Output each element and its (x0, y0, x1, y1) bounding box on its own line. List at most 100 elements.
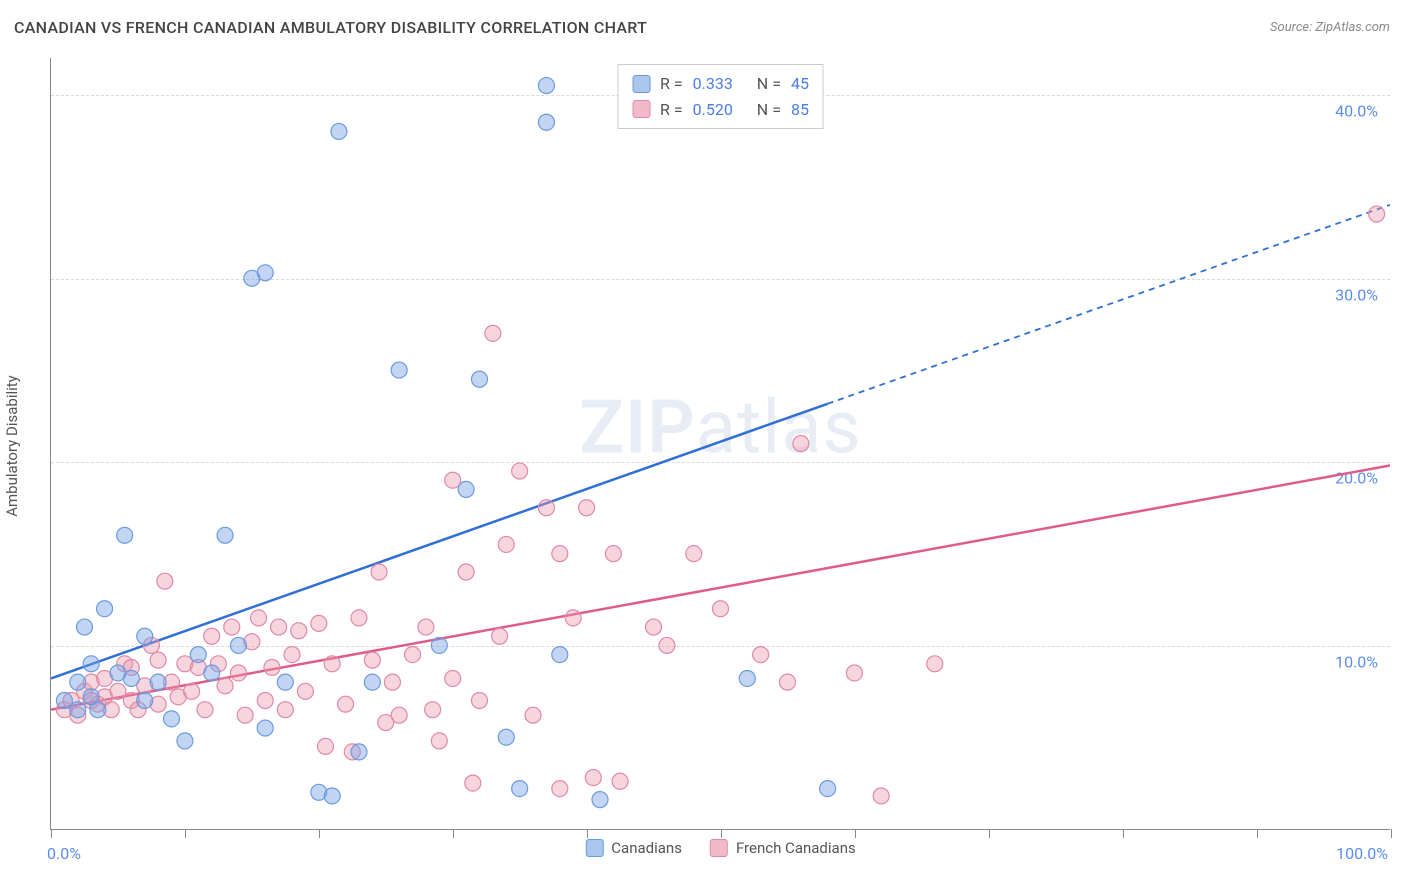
data-point (820, 781, 836, 797)
data-point (458, 564, 474, 580)
data-point (97, 601, 113, 617)
data-point (565, 610, 581, 626)
swatch-canadians-icon (632, 75, 650, 93)
data-point (284, 647, 300, 663)
data-point (338, 696, 354, 712)
data-point (753, 647, 769, 663)
data-point (190, 647, 206, 663)
data-point (257, 720, 273, 736)
x-tick (51, 829, 52, 838)
data-point (197, 702, 213, 718)
data-point (217, 678, 233, 694)
data-point (318, 738, 334, 754)
data-point (686, 546, 702, 562)
data-point (157, 573, 173, 589)
data-point (485, 325, 501, 341)
data-point (137, 693, 153, 709)
data-point (458, 481, 474, 497)
legend-label-canadians: Canadians (611, 839, 682, 857)
data-point (525, 707, 541, 723)
data-point (70, 674, 86, 690)
swatch-french-icon (710, 839, 728, 857)
data-point (177, 733, 193, 749)
data-point (297, 683, 313, 699)
data-point (70, 702, 86, 718)
data-point (739, 670, 755, 686)
data-point (351, 744, 367, 760)
data-point (137, 628, 153, 644)
data-point (277, 674, 293, 690)
data-point (552, 781, 568, 797)
data-point (324, 656, 340, 672)
legend-series: Canadians French Canadians (585, 839, 855, 857)
data-point (217, 527, 233, 543)
data-point (311, 615, 327, 631)
x-tick (587, 829, 588, 838)
data-point (291, 623, 307, 639)
data-point (184, 683, 200, 699)
data-point (585, 770, 601, 786)
data-point (1369, 206, 1385, 222)
swatch-french-icon (632, 100, 650, 118)
data-point (471, 693, 487, 709)
x-tick (1391, 829, 1392, 838)
data-point (512, 781, 528, 797)
data-point (538, 78, 554, 94)
legend-stats-canadians: R = 0.333 N = 45 (632, 71, 809, 97)
data-point (264, 659, 280, 675)
data-point (351, 610, 367, 626)
source-attribution: Source: ZipAtlas.com (1270, 20, 1390, 35)
data-point (257, 693, 273, 709)
y-axis-label: Ambulatory Disability (3, 375, 21, 517)
data-point (538, 500, 554, 516)
n-value-french: 85 (791, 97, 809, 123)
data-point (371, 564, 387, 580)
legend-item-french: French Canadians (710, 839, 856, 857)
data-point (846, 665, 862, 681)
legend-label-french: French Canadians (736, 839, 856, 857)
legend-item-canadians: Canadians (585, 839, 682, 857)
data-point (538, 114, 554, 130)
data-point (164, 711, 180, 727)
data-point (779, 674, 795, 690)
data-point (150, 674, 166, 690)
data-point (324, 788, 340, 804)
chart-title: CANADIAN VS FRENCH CANADIAN AMBULATORY D… (14, 18, 647, 37)
data-point (498, 729, 514, 745)
data-point (552, 546, 568, 562)
x-tick (453, 829, 454, 838)
data-point (431, 733, 447, 749)
swatch-canadians-icon (585, 839, 603, 857)
x-tick (185, 829, 186, 838)
data-point (405, 647, 421, 663)
r-label: R = (660, 71, 683, 97)
data-point (465, 775, 481, 791)
data-point (230, 637, 246, 653)
data-point (257, 265, 273, 281)
data-point (230, 665, 246, 681)
data-point (90, 702, 106, 718)
data-point (251, 610, 267, 626)
legend-stats-box: R = 0.333 N = 45 R = 0.520 N = 85 (617, 64, 824, 129)
x-max-label: 100.0% (1336, 844, 1388, 863)
data-point (391, 362, 407, 378)
x-tick (1257, 829, 1258, 838)
data-point (204, 628, 220, 644)
data-point (445, 670, 461, 686)
n-value-canadians: 45 (791, 71, 809, 97)
data-point (271, 619, 287, 635)
x-tick (721, 829, 722, 838)
data-point (364, 674, 380, 690)
data-point (150, 652, 166, 668)
data-point (612, 773, 628, 789)
data-point (83, 656, 99, 672)
n-label: N = (757, 71, 781, 97)
data-point (418, 619, 434, 635)
data-point (425, 702, 441, 718)
data-point (659, 637, 675, 653)
x-tick (319, 829, 320, 838)
data-point (873, 788, 889, 804)
data-point (117, 527, 133, 543)
data-point (204, 665, 220, 681)
scatter-points (51, 58, 1390, 829)
